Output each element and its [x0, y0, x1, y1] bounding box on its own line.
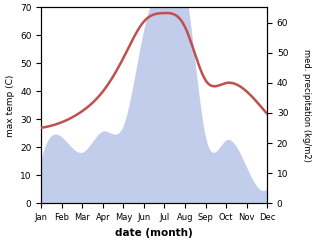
- Y-axis label: max temp (C): max temp (C): [5, 74, 15, 137]
- Y-axis label: med. precipitation (kg/m2): med. precipitation (kg/m2): [302, 49, 311, 162]
- X-axis label: date (month): date (month): [115, 228, 193, 238]
